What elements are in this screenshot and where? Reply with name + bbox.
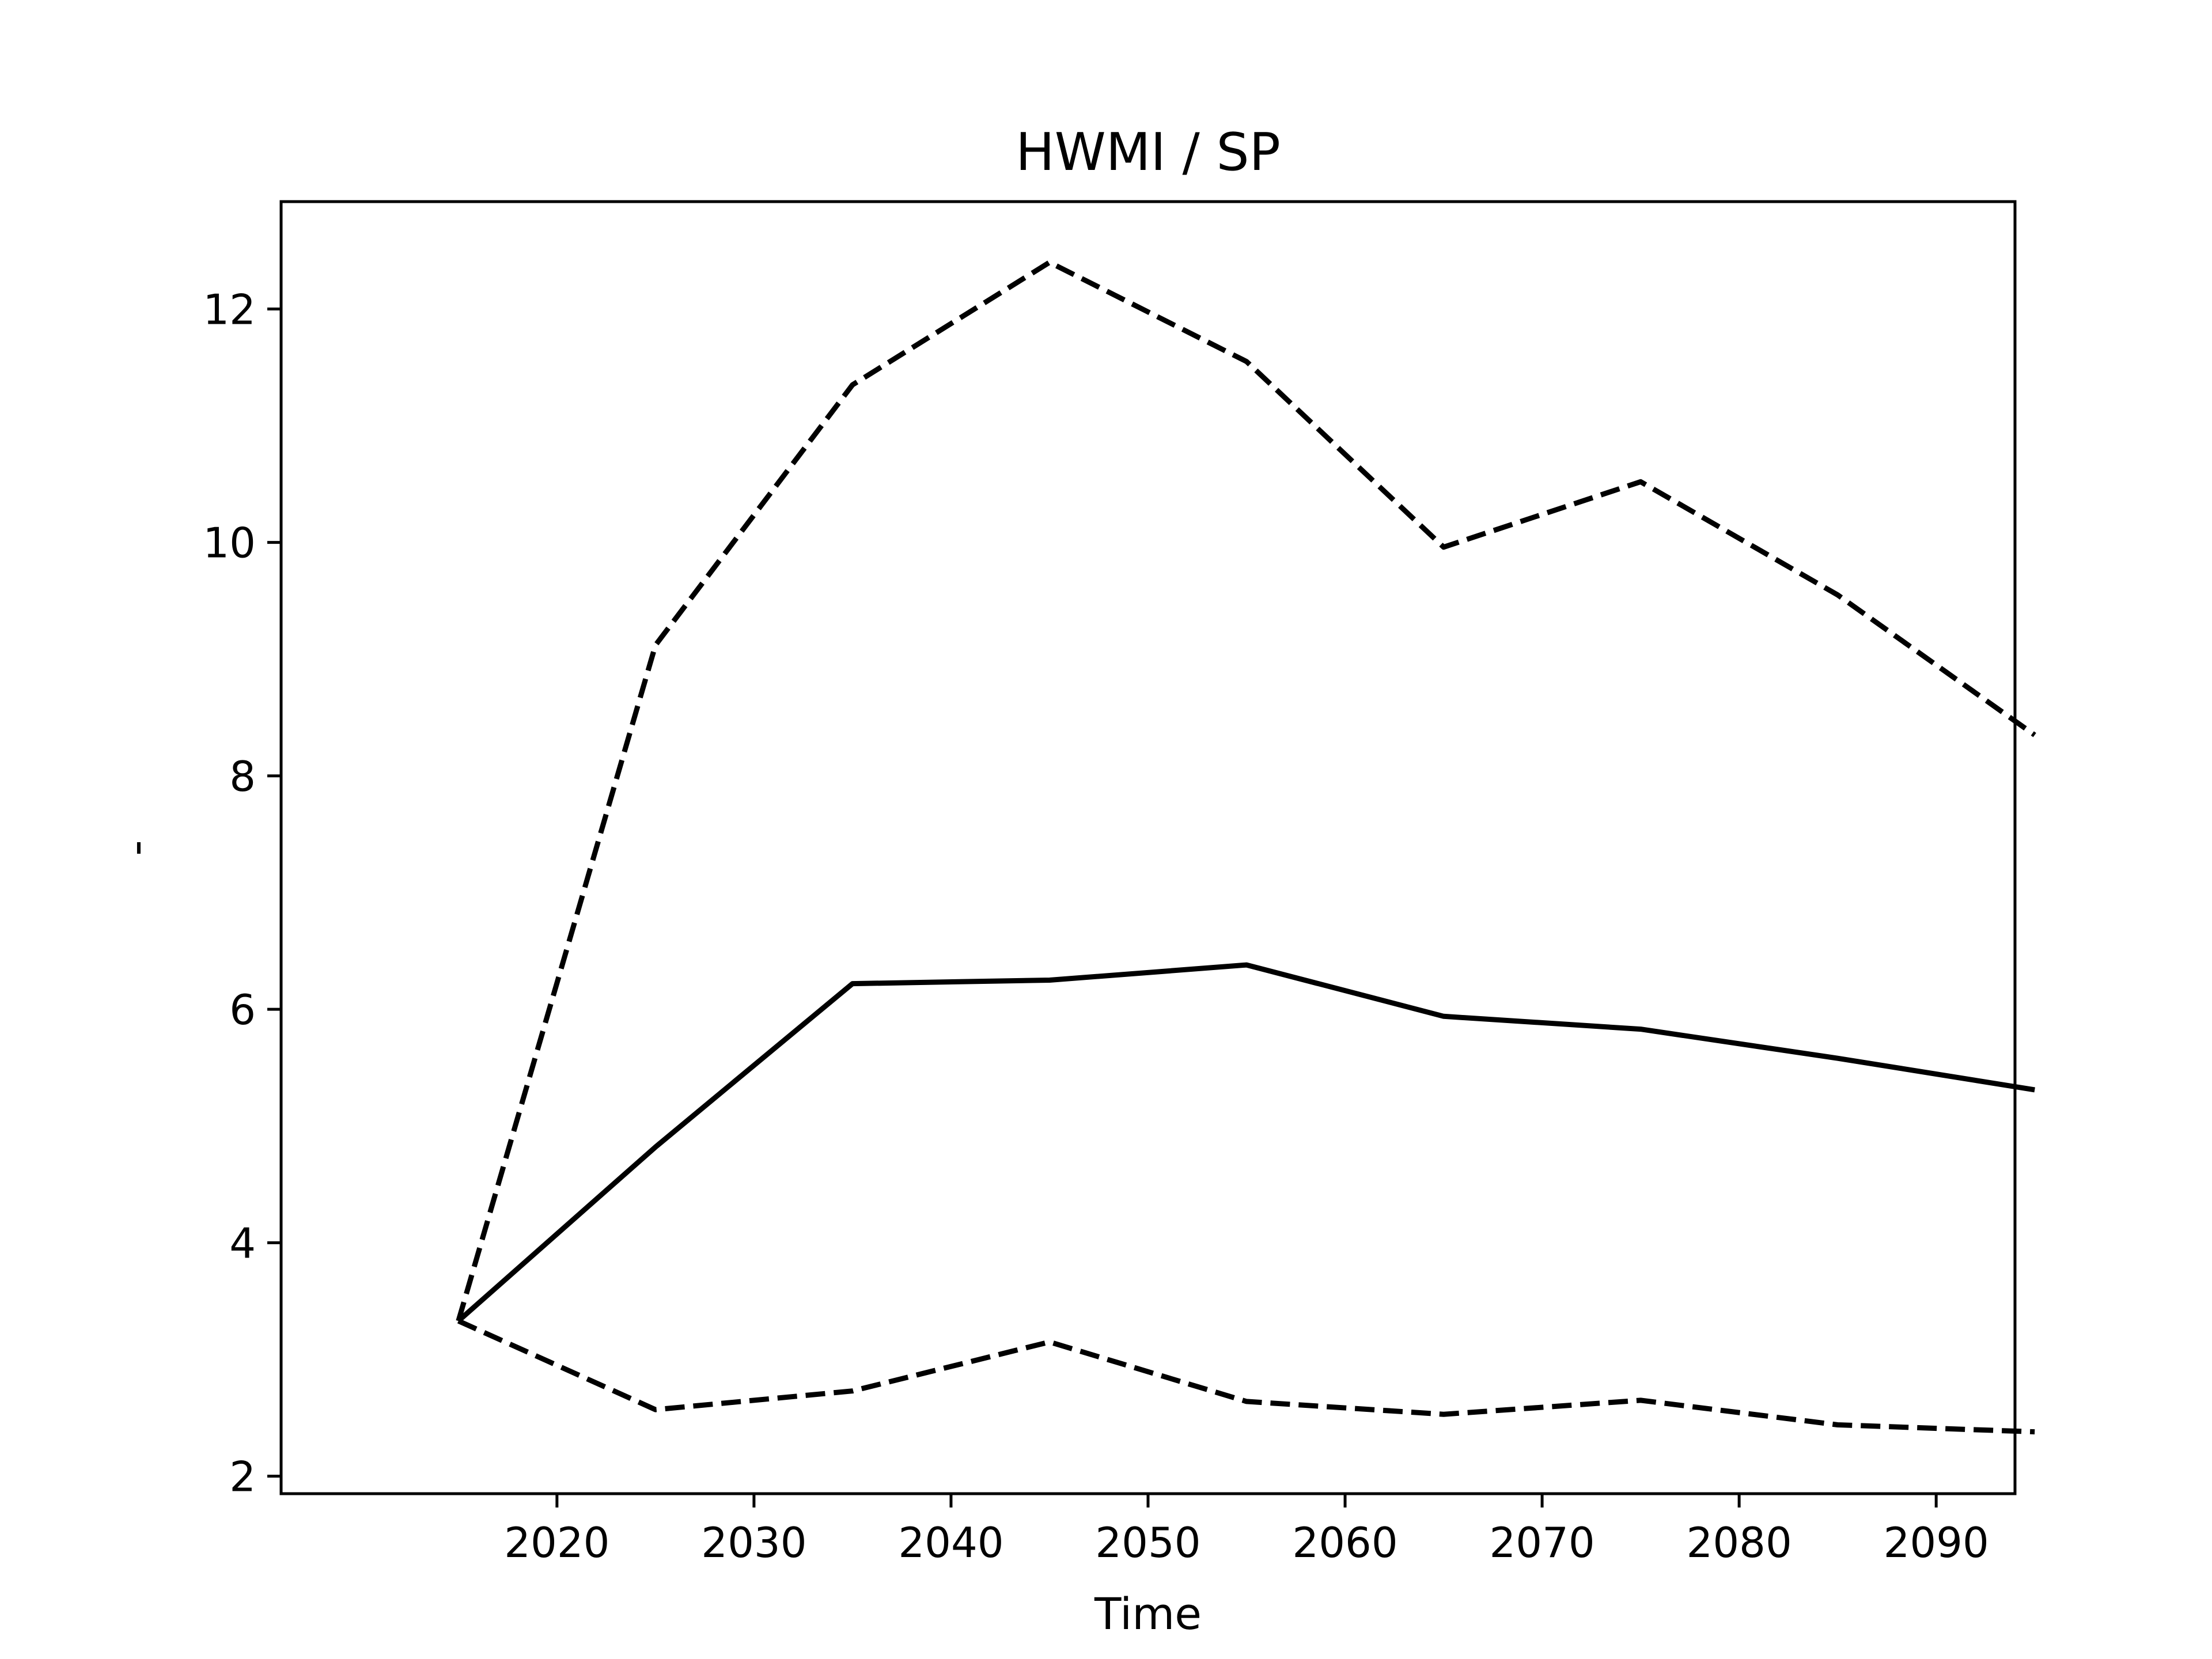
y-tick-label: 2 <box>229 1453 256 1501</box>
y-tick-label: 4 <box>229 1219 256 1267</box>
y-tick-label: 12 <box>203 285 256 334</box>
y-tick-label: 6 <box>229 986 256 1034</box>
x-tick-label: 2060 <box>1292 1518 1397 1567</box>
x-tick-label: 2070 <box>1489 1518 1594 1567</box>
series-line-2 <box>456 962 2035 1323</box>
x-axis-label: Time <box>1094 1588 1202 1639</box>
x-tick-label: 2050 <box>1095 1518 1200 1567</box>
plot-frame <box>279 200 2017 1495</box>
chart-title: HWMI / SP <box>1016 122 1281 183</box>
x-tick-label: 2090 <box>1884 1518 1989 1567</box>
y-axis: 2 4 6 8 10 12 <box>203 285 281 1501</box>
y-tick-label: 10 <box>203 519 256 567</box>
x-tick-label: 2080 <box>1687 1518 1792 1567</box>
x-tick-label: 2040 <box>898 1518 1003 1567</box>
series-line-3 <box>457 1318 2035 1435</box>
x-tick-label: 2020 <box>504 1518 609 1567</box>
x-axis: 2020 2030 2040 2050 2060 2070 2080 2090 <box>504 1494 1989 1567</box>
series-line-1 <box>456 259 2036 1322</box>
series-layer <box>456 259 2036 1435</box>
y-axis-label: - <box>110 840 161 855</box>
x-tick-label: 2030 <box>701 1518 806 1567</box>
y-tick-label: 8 <box>229 752 256 801</box>
